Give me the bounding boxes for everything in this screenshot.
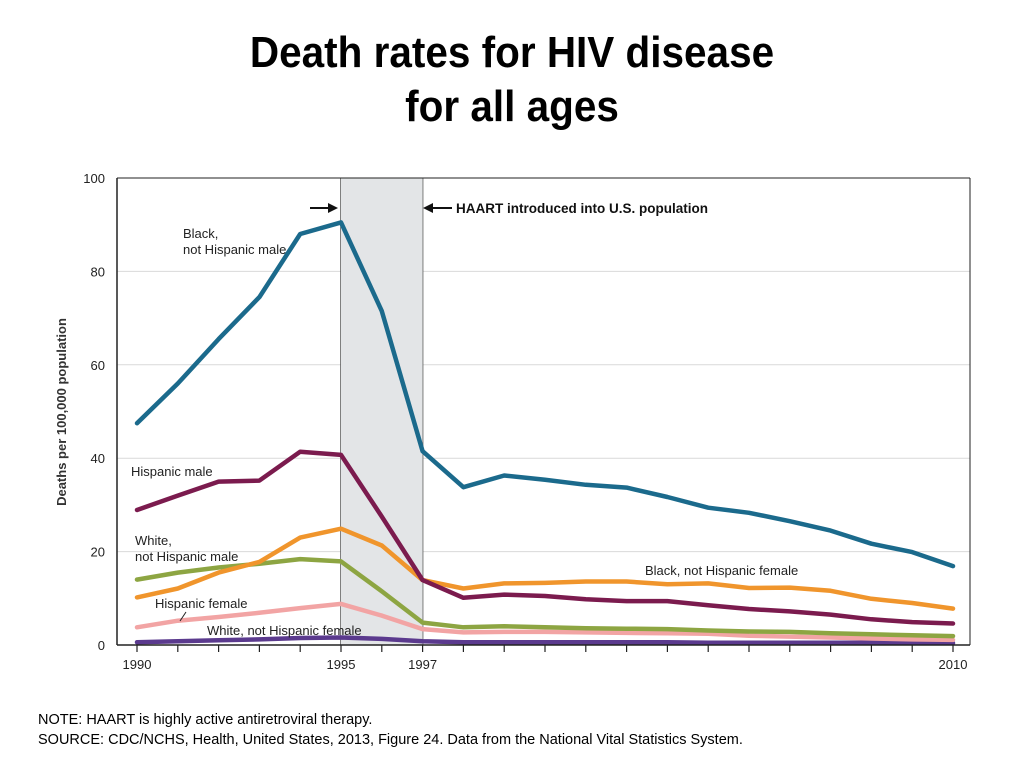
footnotes: NOTE: HAART is highly active antiretrovi… [38, 710, 743, 750]
series-label-line: Hispanic male [131, 464, 213, 479]
y-tick-label: 80 [91, 264, 105, 279]
series-label-line: Black, not Hispanic female [645, 563, 798, 578]
series-label-line: White, [135, 533, 172, 548]
x-tick-label: 2010 [939, 657, 968, 672]
source-text: SOURCE: CDC/NCHS, Health, United States,… [38, 732, 743, 748]
series-line [134, 635, 956, 646]
y-axis-title: Deaths per 100,000 population [54, 318, 69, 506]
series-line [134, 220, 956, 569]
y-tick-label: 0 [98, 638, 105, 653]
x-tick-label: 1990 [123, 657, 152, 672]
axis-layer: 0 20 40 60 80 100 1990 1995 1997 2010 [83, 171, 971, 672]
series-label-line: not Hispanic male [135, 549, 238, 564]
annotation-arrowhead-right [423, 203, 433, 213]
annotation-text: HAART introduced into U.S. population [456, 201, 708, 216]
series-label-line: White, not Hispanic female [207, 623, 362, 638]
y-tick-label: 40 [91, 451, 105, 466]
series-label: Black, not Hispanic male [183, 226, 286, 257]
haart-annotation: HAART introduced into U.S. population [310, 201, 708, 216]
series-label: Hispanic male [131, 464, 213, 479]
y-tick-label: 60 [91, 358, 105, 373]
series-label: Hispanic female [155, 596, 248, 611]
series-line [134, 556, 956, 639]
series-line [134, 526, 956, 611]
note-text: NOTE: HAART is highly active antiretrovi… [38, 712, 373, 728]
label-leader-line [179, 611, 187, 622]
series-label: White, not Hispanic male [135, 533, 238, 564]
series-label-line: Hispanic female [155, 596, 248, 611]
x-tick-label: 1995 [327, 657, 356, 672]
series-label-line: Black, [183, 226, 218, 241]
series-label-line: not Hispanic male [183, 242, 286, 257]
annotation-arrowhead-left [328, 203, 338, 213]
x-tick-label: 1997 [408, 657, 437, 672]
title-line-1: Death rates for HIV disease [249, 28, 775, 77]
series-line [134, 449, 956, 626]
series-label: White, not Hispanic female [207, 623, 362, 638]
y-tick-label: 20 [91, 545, 105, 560]
series-line [134, 601, 956, 643]
title-line-2: for all ages [405, 82, 619, 131]
slide-title: Death rates for HIV disease for all ages [41, 26, 983, 134]
series-layer [134, 220, 956, 646]
y-tick-label: 100 [83, 171, 105, 186]
series-label: Black, not Hispanic female [645, 563, 798, 578]
